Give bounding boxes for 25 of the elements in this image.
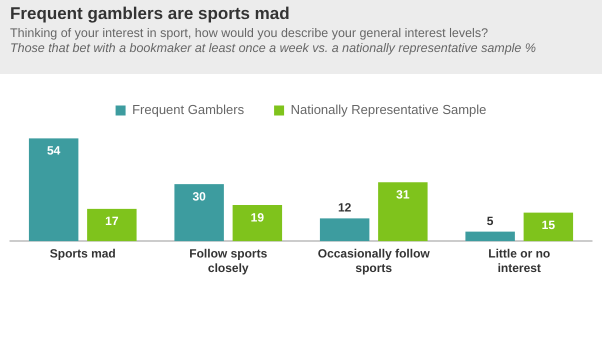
legend-label: Nationally Representative Sample <box>290 102 486 118</box>
data-label: 30 <box>192 189 206 204</box>
bar <box>378 182 428 242</box>
chart-subtitle: Thinking of your interest in sport, how would you describe your general interest levels? <box>10 26 490 41</box>
data-label: 12 <box>338 200 352 215</box>
bar <box>28 138 78 242</box>
bar <box>232 205 282 242</box>
data-label: 17 <box>105 214 119 228</box>
x-tick-label: Follow sports closely <box>189 246 268 276</box>
x-tick-label: Sports mad <box>50 246 116 261</box>
data-label: 31 <box>396 188 410 202</box>
data-label: 15 <box>542 218 556 232</box>
bar <box>465 232 515 242</box>
x-tick-label: Occasionally follow sports <box>318 246 430 276</box>
data-label: 5 <box>486 214 494 228</box>
bar <box>524 212 574 242</box>
bar <box>87 208 137 242</box>
bar <box>174 184 224 242</box>
data-label: 54 <box>46 144 61 158</box>
bar <box>320 218 370 242</box>
legend-label: Frequent Gamblers <box>132 102 245 118</box>
data-label: 19 <box>250 210 264 224</box>
x-tick-label: Little or no interest <box>488 246 550 276</box>
chart-title: Frequent gamblers are sports mad <box>10 4 291 24</box>
text: Those that bet with a bookmaker at least once a week vs. a nationally representative sample % <box>10 41 537 56</box>
